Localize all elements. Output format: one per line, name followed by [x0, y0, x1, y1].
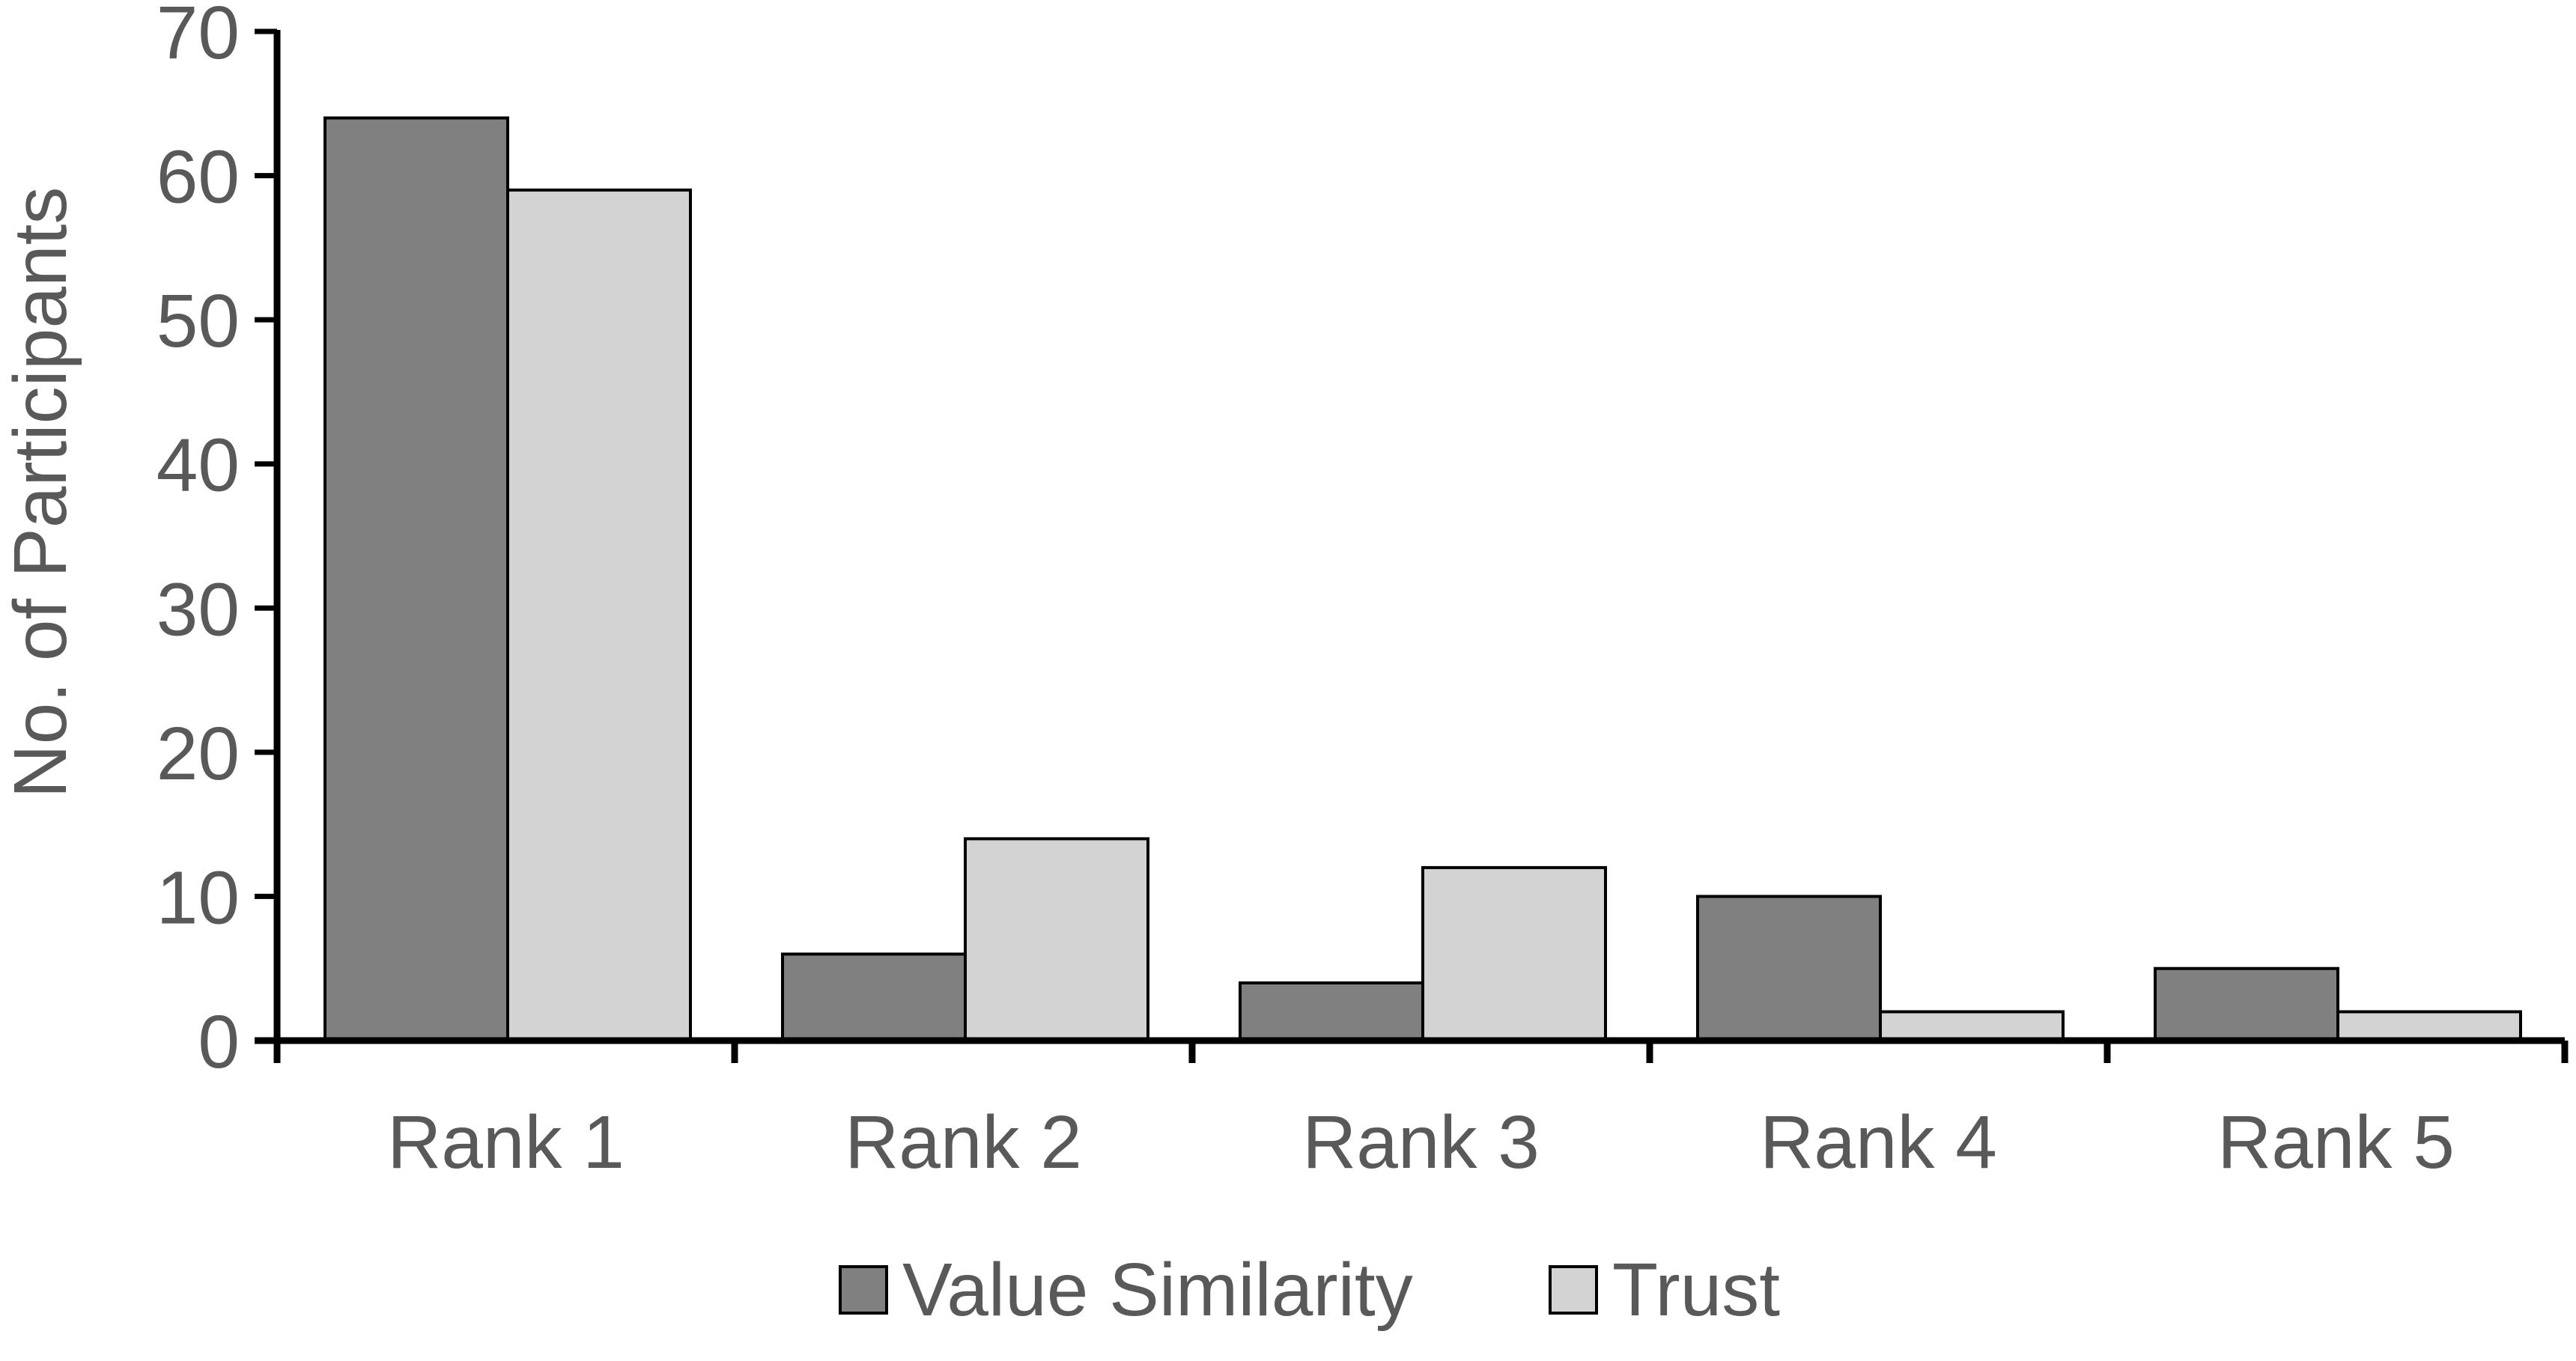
bar-trust-1: [506, 188, 692, 1042]
legend: Value Similarity Trust: [839, 1248, 1780, 1332]
y-tick-label-10: 10: [157, 856, 240, 940]
bar-value-similarity-1: [323, 116, 509, 1043]
legend-swatch-trust: [1549, 1265, 1598, 1315]
bar-trust-4: [1879, 1010, 2065, 1043]
x-tick-label-1: Rank 1: [387, 1100, 625, 1184]
x-tick-label-2: Rank 2: [845, 1100, 1082, 1184]
bar-trust-2: [964, 837, 1149, 1043]
y-tick-label-50: 50: [157, 279, 240, 363]
y-tick-label-20: 20: [157, 712, 240, 796]
x-tick-label-4: Rank 4: [1760, 1100, 1997, 1184]
bar-value-similarity-5: [2154, 966, 2339, 1042]
y-tick-label-0: 0: [198, 1000, 240, 1084]
y-tick-label-40: 40: [157, 424, 240, 508]
bar-value-similarity-3: [1239, 981, 1424, 1043]
x-tick-label-5: Rank 5: [2217, 1100, 2455, 1184]
plot-area: 0 10 20 30 40 50 60 70 Rank 1 Rank 2 Rank 3 Rank 4 R…: [157, 0, 2569, 1184]
bar-value-similarity-4: [1696, 895, 1882, 1043]
legend-label-trust: Trust: [1612, 1248, 1780, 1332]
y-axis-title: No. of Participants: [0, 186, 82, 798]
y-tick-label-30: 30: [157, 567, 240, 651]
y-tick-label-70: 70: [157, 0, 240, 75]
legend-label-value-similarity: Value Similarity: [902, 1248, 1413, 1332]
x-tick-label-3: Rank 3: [1302, 1100, 1540, 1184]
y-tick-label-60: 60: [157, 136, 240, 219]
legend-swatch-value-similarity: [839, 1265, 888, 1315]
bar-trust-3: [1421, 865, 1607, 1043]
bar-trust-5: [2336, 1010, 2522, 1043]
bar-value-similarity-2: [781, 952, 967, 1043]
